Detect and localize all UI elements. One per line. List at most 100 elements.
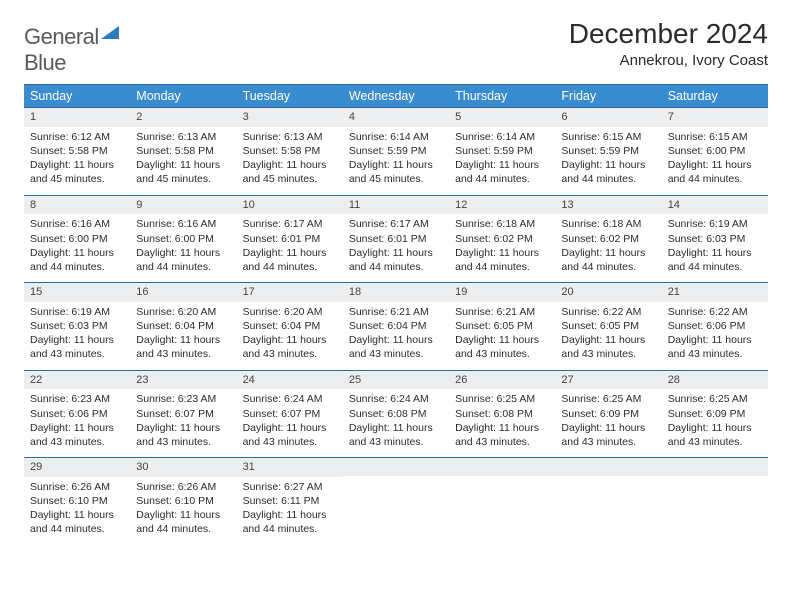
daylight-line2: and 43 minutes. [243,347,337,361]
calendar-cell: 25Sunrise: 6:24 AMSunset: 6:08 PMDayligh… [343,370,449,458]
daylight-line2: and 44 minutes. [136,522,230,536]
sunset-text: Sunset: 5:59 PM [455,144,549,158]
col-friday: Friday [555,85,661,108]
calendar-cell: 7Sunrise: 6:15 AMSunset: 6:00 PMDaylight… [662,108,768,196]
daylight-line1: Daylight: 11 hours [455,421,549,435]
day-number: 13 [555,196,661,215]
daylight-line1: Daylight: 11 hours [668,158,762,172]
cell-body: Sunrise: 6:27 AMSunset: 6:11 PMDaylight:… [237,477,343,545]
daylight-line2: and 44 minutes. [561,260,655,274]
day-number: 17 [237,283,343,302]
sunset-text: Sunset: 6:11 PM [243,494,337,508]
daylight-line2: and 43 minutes. [668,435,762,449]
daylight-line1: Daylight: 11 hours [349,246,443,260]
sunrise-text: Sunrise: 6:20 AM [136,305,230,319]
cell-body: Sunrise: 6:12 AMSunset: 5:58 PMDaylight:… [24,127,130,195]
cell-body: Sunrise: 6:19 AMSunset: 6:03 PMDaylight:… [662,214,768,282]
daylight-line2: and 45 minutes. [243,172,337,186]
calendar-week-row: 1Sunrise: 6:12 AMSunset: 5:58 PMDaylight… [24,108,768,196]
sunrise-text: Sunrise: 6:24 AM [349,392,443,406]
calendar-week-row: 15Sunrise: 6:19 AMSunset: 6:03 PMDayligh… [24,283,768,371]
daynum-bar-empty [449,458,555,476]
day-number: 1 [24,108,130,127]
daylight-line2: and 44 minutes. [668,172,762,186]
sunset-text: Sunset: 5:59 PM [349,144,443,158]
cell-body: Sunrise: 6:21 AMSunset: 6:05 PMDaylight:… [449,302,555,370]
daylight-line2: and 45 minutes. [349,172,443,186]
sunrise-text: Sunrise: 6:20 AM [243,305,337,319]
sunset-text: Sunset: 5:58 PM [136,144,230,158]
sunrise-text: Sunrise: 6:26 AM [30,480,124,494]
logo-word-general: General [24,24,99,49]
daylight-line2: and 43 minutes. [136,435,230,449]
cell-body: Sunrise: 6:26 AMSunset: 6:10 PMDaylight:… [130,477,236,545]
daylight-line1: Daylight: 11 hours [668,333,762,347]
calendar-cell: 9Sunrise: 6:16 AMSunset: 6:00 PMDaylight… [130,195,236,283]
calendar-cell: 31Sunrise: 6:27 AMSunset: 6:11 PMDayligh… [237,458,343,545]
calendar-cell: 21Sunrise: 6:22 AMSunset: 6:06 PMDayligh… [662,283,768,371]
day-number: 2 [130,108,236,127]
calendar-cell: 10Sunrise: 6:17 AMSunset: 6:01 PMDayligh… [237,195,343,283]
sunrise-text: Sunrise: 6:17 AM [243,217,337,231]
calendar-cell: 6Sunrise: 6:15 AMSunset: 5:59 PMDaylight… [555,108,661,196]
sunset-text: Sunset: 5:58 PM [243,144,337,158]
calendar-cell: 16Sunrise: 6:20 AMSunset: 6:04 PMDayligh… [130,283,236,371]
cell-body: Sunrise: 6:17 AMSunset: 6:01 PMDaylight:… [343,214,449,282]
sunrise-text: Sunrise: 6:16 AM [136,217,230,231]
day-number: 14 [662,196,768,215]
sunrise-text: Sunrise: 6:18 AM [561,217,655,231]
daylight-line1: Daylight: 11 hours [136,246,230,260]
logo-text-wrap: General Blue [24,24,99,76]
cell-body: Sunrise: 6:13 AMSunset: 5:58 PMDaylight:… [130,127,236,195]
sunrise-text: Sunrise: 6:14 AM [349,130,443,144]
sunset-text: Sunset: 6:07 PM [136,407,230,421]
calendar-cell: 2Sunrise: 6:13 AMSunset: 5:58 PMDaylight… [130,108,236,196]
cell-body: Sunrise: 6:23 AMSunset: 6:07 PMDaylight:… [130,389,236,457]
cell-body: Sunrise: 6:20 AMSunset: 6:04 PMDaylight:… [237,302,343,370]
sunrise-text: Sunrise: 6:22 AM [561,305,655,319]
cell-body: Sunrise: 6:15 AMSunset: 5:59 PMDaylight:… [555,127,661,195]
sunset-text: Sunset: 6:00 PM [136,232,230,246]
sunrise-text: Sunrise: 6:19 AM [668,217,762,231]
day-number: 15 [24,283,130,302]
day-number: 10 [237,196,343,215]
calendar-cell: 27Sunrise: 6:25 AMSunset: 6:09 PMDayligh… [555,370,661,458]
calendar-cell: 8Sunrise: 6:16 AMSunset: 6:00 PMDaylight… [24,195,130,283]
sunset-text: Sunset: 6:06 PM [668,319,762,333]
sunset-text: Sunset: 6:03 PM [30,319,124,333]
daylight-line1: Daylight: 11 hours [30,508,124,522]
day-number: 25 [343,371,449,390]
sunset-text: Sunset: 5:59 PM [561,144,655,158]
daynum-bar-empty [555,458,661,476]
calendar-cell: 4Sunrise: 6:14 AMSunset: 5:59 PMDaylight… [343,108,449,196]
sunrise-text: Sunrise: 6:13 AM [136,130,230,144]
day-number: 26 [449,371,555,390]
calendar-cell: 12Sunrise: 6:18 AMSunset: 6:02 PMDayligh… [449,195,555,283]
col-saturday: Saturday [662,85,768,108]
calendar-cell: 17Sunrise: 6:20 AMSunset: 6:04 PMDayligh… [237,283,343,371]
day-number: 3 [237,108,343,127]
calendar-cell: 22Sunrise: 6:23 AMSunset: 6:06 PMDayligh… [24,370,130,458]
daylight-line1: Daylight: 11 hours [455,333,549,347]
title-block: December 2024 Annekrou, Ivory Coast [569,18,768,69]
daylight-line2: and 43 minutes. [30,435,124,449]
cell-body: Sunrise: 6:14 AMSunset: 5:59 PMDaylight:… [449,127,555,195]
sunset-text: Sunset: 6:04 PM [136,319,230,333]
daylight-line2: and 43 minutes. [243,435,337,449]
calendar-cell: 18Sunrise: 6:21 AMSunset: 6:04 PMDayligh… [343,283,449,371]
sunrise-text: Sunrise: 6:15 AM [668,130,762,144]
calendar-cell [555,458,661,545]
sunset-text: Sunset: 6:03 PM [668,232,762,246]
daylight-line2: and 43 minutes. [455,435,549,449]
sunrise-text: Sunrise: 6:21 AM [349,305,443,319]
cell-body: Sunrise: 6:25 AMSunset: 6:08 PMDaylight:… [449,389,555,457]
daylight-line1: Daylight: 11 hours [668,421,762,435]
sunset-text: Sunset: 6:07 PM [243,407,337,421]
day-number: 11 [343,196,449,215]
daylight-line1: Daylight: 11 hours [349,421,443,435]
calendar-cell: 1Sunrise: 6:12 AMSunset: 5:58 PMDaylight… [24,108,130,196]
day-number: 31 [237,458,343,477]
daylight-line1: Daylight: 11 hours [455,246,549,260]
daylight-line2: and 44 minutes. [668,260,762,274]
calendar-week-row: 29Sunrise: 6:26 AMSunset: 6:10 PMDayligh… [24,458,768,545]
